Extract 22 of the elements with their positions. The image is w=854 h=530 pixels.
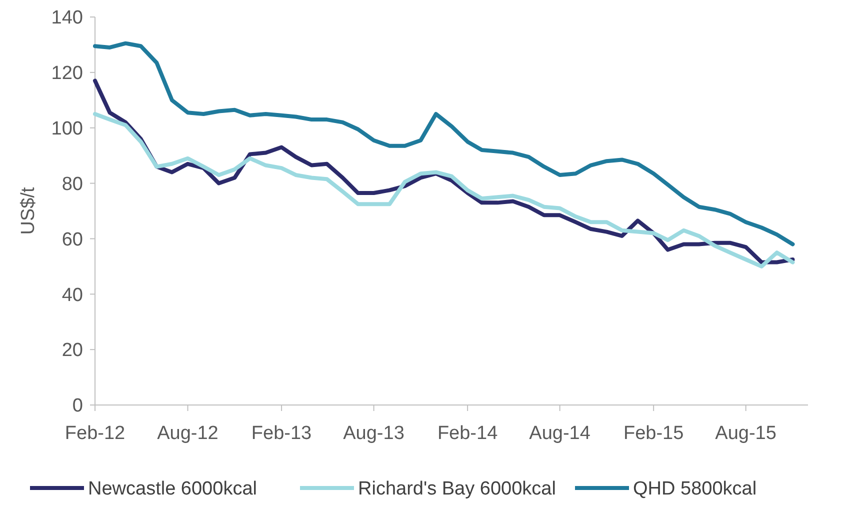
y-tick-label: 120: [51, 63, 83, 84]
line-series: [93, 41, 795, 246]
x-tick-label: Aug-14: [529, 423, 591, 444]
x-tick-label: Feb-14: [437, 423, 498, 444]
y-tick-label: 40: [62, 284, 83, 306]
x-tick-label: Aug-12: [157, 423, 218, 444]
x-tick-label: Feb-15: [623, 423, 684, 444]
y-tick-label: 80: [62, 174, 83, 195]
line-series: [93, 112, 795, 268]
y-axis-title: US$/t: [18, 186, 39, 235]
x-tick-label: Feb-12: [64, 423, 126, 444]
legend-label: QHD 5800kcal: [633, 478, 757, 500]
x-tick-label: Aug-13: [343, 423, 404, 444]
x-tick-label: Aug-15: [715, 423, 776, 444]
y-tick-label: 0: [72, 396, 83, 417]
y-tick-label: 60: [62, 229, 83, 250]
y-tick-label: 140: [51, 8, 83, 29]
legend-label: Richard's Bay 6000kcal: [358, 478, 556, 500]
y-tick-label: 20: [62, 340, 83, 362]
legend-label: Newcastle 6000kcal: [88, 478, 257, 500]
x-tick-label: Feb-13: [251, 423, 312, 444]
y-tick-label: 100: [51, 118, 83, 140]
